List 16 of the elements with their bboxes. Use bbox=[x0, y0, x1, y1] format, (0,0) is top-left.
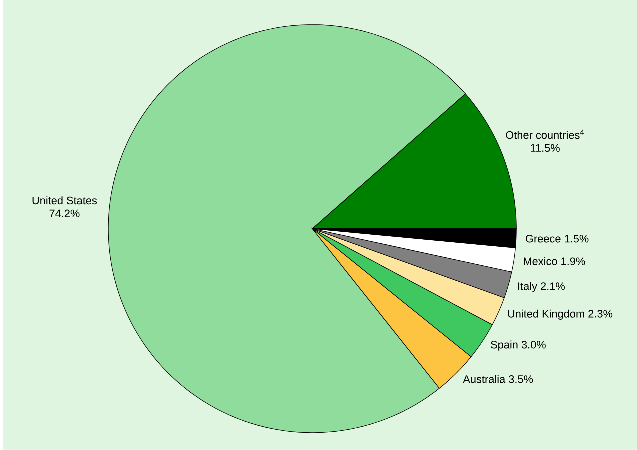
slice-label: Other countries$^{4}$ bbox=[506, 130, 584, 140]
slice-label: Greece bbox=[526, 235, 561, 243]
slice-label: United Kingdom bbox=[508, 310, 584, 320]
slice-label: Italy bbox=[518, 282, 538, 293]
slice-label: United States bbox=[32, 196, 98, 205]
slice-label: Mexico bbox=[524, 257, 558, 266]
data-label: 11.5% bbox=[531, 144, 560, 152]
slice-label: Spain bbox=[491, 340, 518, 351]
data-label: 1.5% bbox=[565, 235, 589, 243]
data-label: 2.3% bbox=[588, 310, 613, 318]
data-label: 1.9% bbox=[562, 258, 586, 266]
data-label: 3.5% bbox=[509, 376, 534, 384]
data-label: 3.0% bbox=[522, 341, 546, 349]
slice-label: Australia bbox=[463, 375, 506, 384]
data-label: 74.2% bbox=[50, 210, 80, 218]
data-label: 2.1% bbox=[541, 282, 565, 290]
